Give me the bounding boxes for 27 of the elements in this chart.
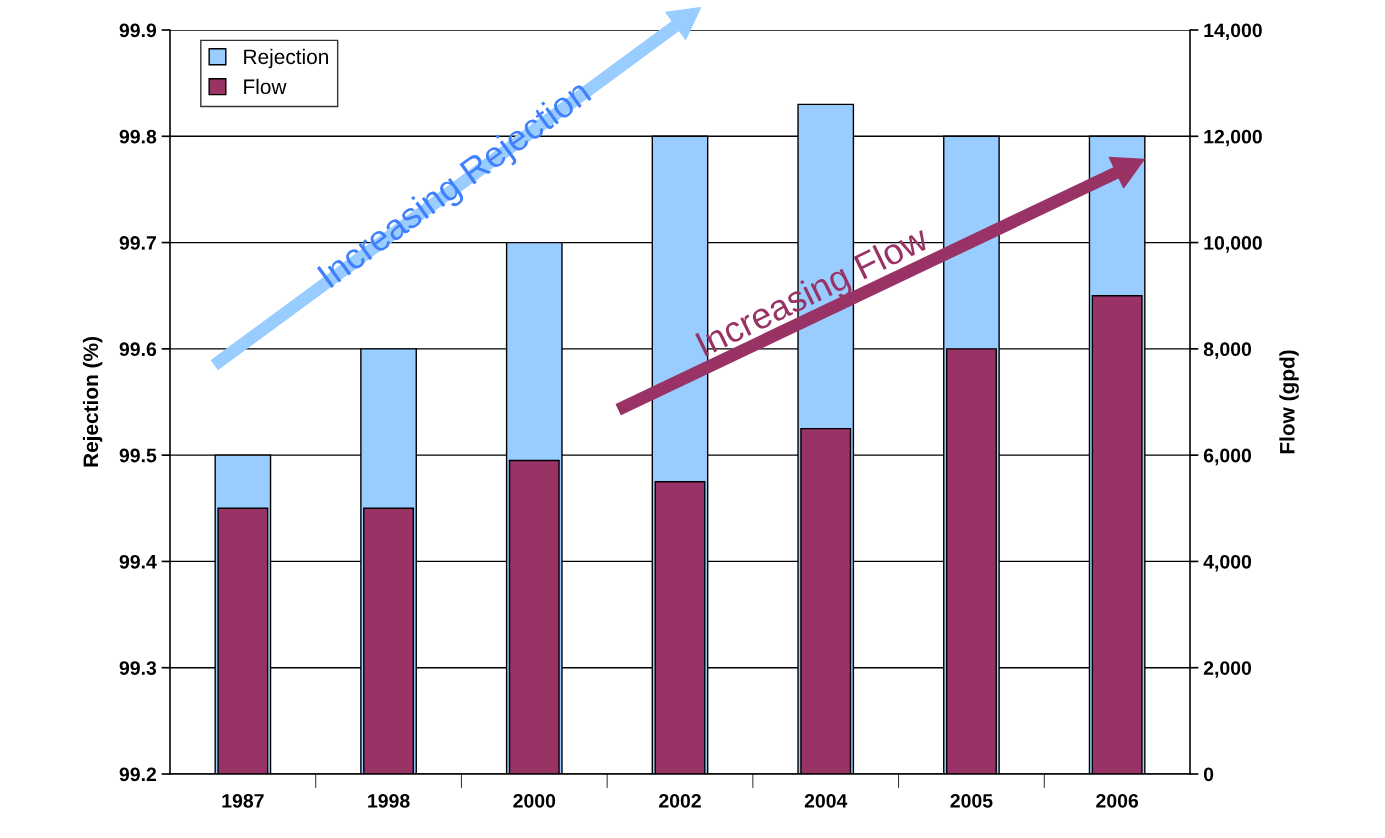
x-tick-label: 2002 [659,793,701,808]
y2-tick-label: 4,000 [1203,554,1252,572]
legend-label: Rejection [244,48,328,69]
y2-tick-label: 2,000 [1203,661,1252,678]
y2-tick-label: 12,000 [1204,129,1262,147]
x-tick-label: 2000 [513,793,556,808]
x-tick-label: 1987 [222,793,264,808]
y-tick-label: 99.7 [119,236,156,250]
y-tick-label: 99.9 [119,23,157,38]
x-tick-label: 2004 [804,793,848,808]
y2-tick-label: 14,000 [1204,23,1262,41]
y2-tick-label: 8,000 [1203,342,1252,359]
y2-tick-label: 0 [1203,767,1214,782]
y-tick-label: 99.2 [119,767,157,782]
y-tick-label: 99.3 [119,661,157,675]
y-tick-label: 99.5 [119,448,157,463]
legend-label: Flow [244,78,287,95]
y2-axis-title: Flow (gpd) [1279,350,1299,454]
y2-tick-label: 10,000 [1204,236,1262,253]
y-tick-label: 99.6 [119,342,157,357]
y-axis-title: Rejection (%) [82,337,103,467]
y-tick-label: 99.4 [119,554,157,569]
y-tick-label: 99.8 [119,129,157,144]
x-tick-label: 1998 [368,793,410,808]
x-tick-label: 2006 [1096,793,1139,808]
y2-tick-label: 6,000 [1203,448,1252,466]
x-tick-label: 2005 [950,793,993,808]
